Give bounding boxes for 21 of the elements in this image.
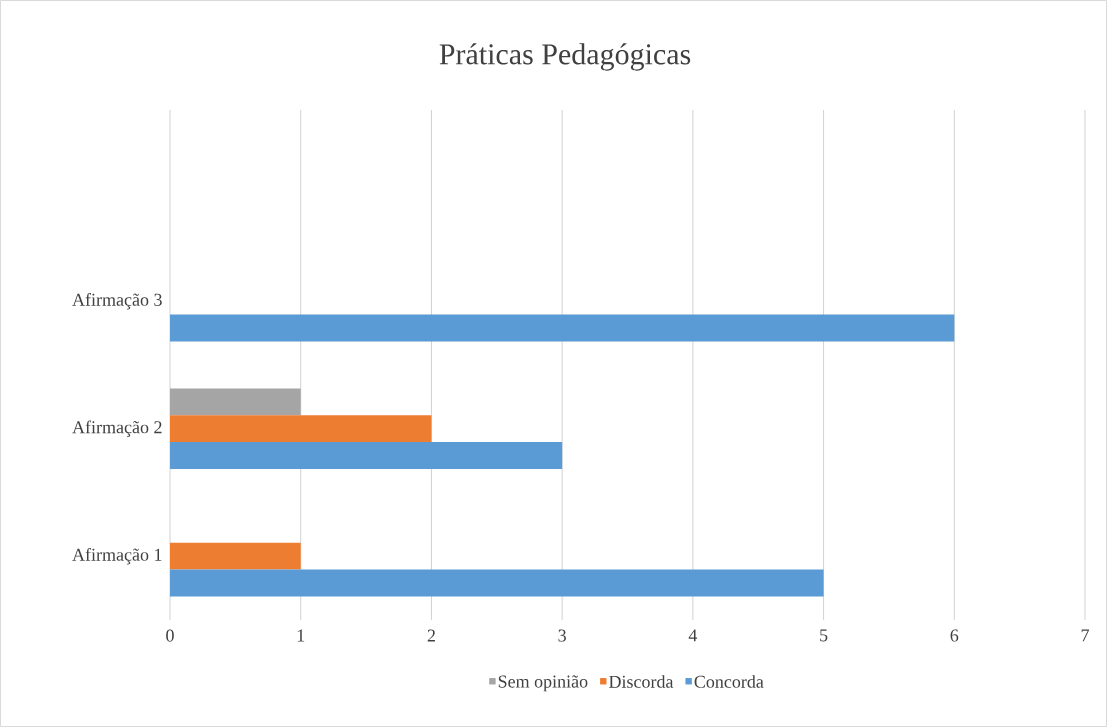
- y-tick-label: Afirmação 1: [72, 547, 162, 565]
- x-tick-label: 7: [1081, 629, 1089, 642]
- legend-label: Discorda: [608, 675, 674, 688]
- x-tick-label: 3: [558, 629, 566, 642]
- x-tick-label: 1: [297, 629, 305, 642]
- legend-label: Concorda: [694, 675, 764, 688]
- y-tick-label: Afirmação 3: [72, 292, 162, 310]
- x-tick-label: 6: [950, 629, 959, 642]
- x-tick-label: 0: [166, 629, 174, 642]
- bar: [170, 314, 955, 342]
- legend-label: Sem opinião: [498, 675, 588, 692]
- bar: [170, 542, 301, 570]
- bar: [170, 388, 301, 416]
- chart-title: Práticas Pedagógicas: [439, 43, 691, 71]
- bar: [170, 415, 432, 443]
- x-tick-label: 4: [688, 629, 698, 642]
- bar: [170, 442, 563, 469]
- y-tick-label: Afirmação 2: [72, 420, 162, 437]
- x-tick-label: 5: [820, 629, 828, 642]
- bar: [170, 569, 824, 597]
- x-tick-label: 2: [427, 629, 435, 642]
